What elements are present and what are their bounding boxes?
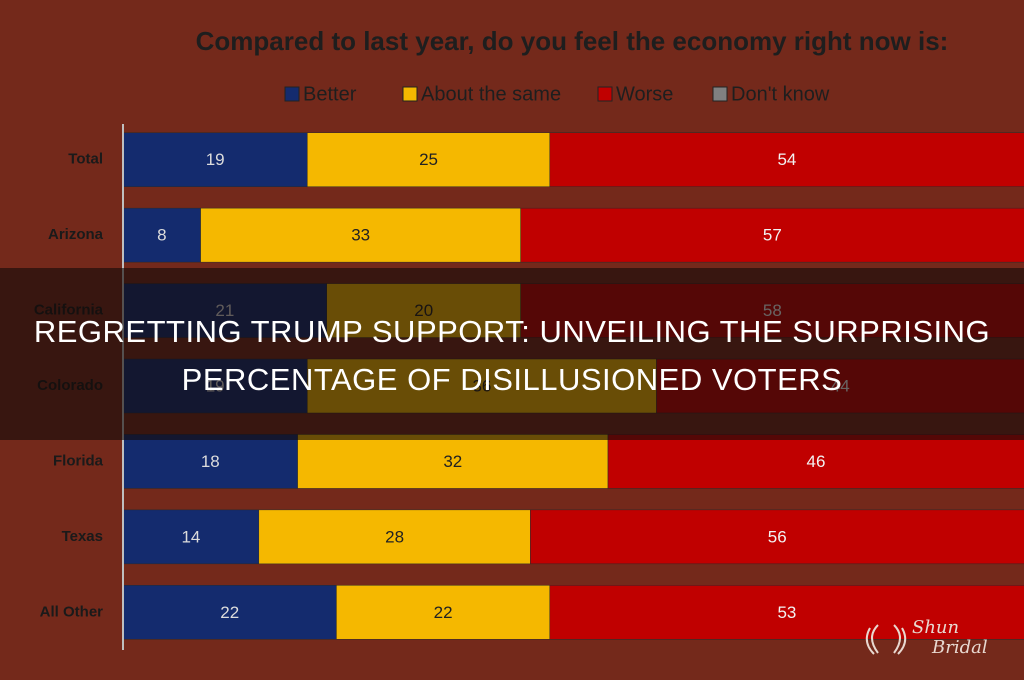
bar-segment (122, 207, 201, 263)
y-tick-label: Florida (53, 452, 104, 469)
bar-segment (258, 509, 531, 565)
bar-segment (549, 132, 1024, 187)
bar-segment (530, 509, 1024, 565)
value-label: 53 (777, 603, 796, 622)
bar-segment (336, 585, 551, 640)
bar-segment (200, 207, 521, 263)
value-label: 22 (220, 603, 239, 622)
value-label: 33 (351, 226, 370, 245)
banner-band (0, 268, 1024, 440)
legend-label: Don't know (731, 83, 830, 105)
value-label: 56 (768, 527, 787, 546)
value-label: 54 (777, 150, 796, 169)
legend-swatch (402, 86, 418, 102)
bar-segment (122, 509, 260, 565)
value-label: 18 (201, 452, 220, 471)
value-label: 14 (181, 527, 200, 546)
watermark-icon (865, 624, 907, 655)
watermark: Shun Bridal (865, 617, 988, 658)
watermark-text: Bridal (931, 637, 988, 658)
legend-label: Worse (616, 83, 673, 105)
value-label: 19 (206, 150, 225, 169)
bar-segment (297, 434, 609, 489)
watermark-text: Shun (912, 617, 959, 638)
bar-segment (122, 585, 337, 640)
bar-segment (607, 434, 1024, 489)
y-tick-label: Texas (62, 528, 103, 545)
legend-swatch (284, 86, 300, 102)
value-label: 22 (434, 603, 453, 622)
banner-line: REGRETTING TRUMP SUPPORT: UNVEILING THE … (34, 314, 990, 349)
value-label: 32 (443, 452, 462, 471)
legend-swatch (712, 86, 728, 102)
y-tick-label: All Other (40, 603, 104, 620)
value-label: 25 (419, 150, 438, 169)
bar-segment (307, 132, 551, 187)
legend-label: About the same (421, 83, 561, 105)
legend-swatch (597, 86, 613, 102)
value-label: 8 (157, 226, 166, 245)
value-label: 46 (807, 452, 826, 471)
bar-segment (549, 585, 1024, 640)
y-tick-label: Total (68, 151, 103, 168)
bar-segment (520, 207, 1024, 263)
banner-line: PERCENTAGE OF DISILLUSIONED VOTERS (182, 362, 843, 397)
legend-label: Better (303, 83, 357, 105)
value-label: 57 (763, 226, 782, 245)
y-tick-label: Arizona (48, 226, 104, 243)
chart-title: Compared to last year, do you feel the e… (196, 26, 949, 56)
bar-segment (122, 132, 308, 187)
value-label: 28 (385, 527, 404, 546)
